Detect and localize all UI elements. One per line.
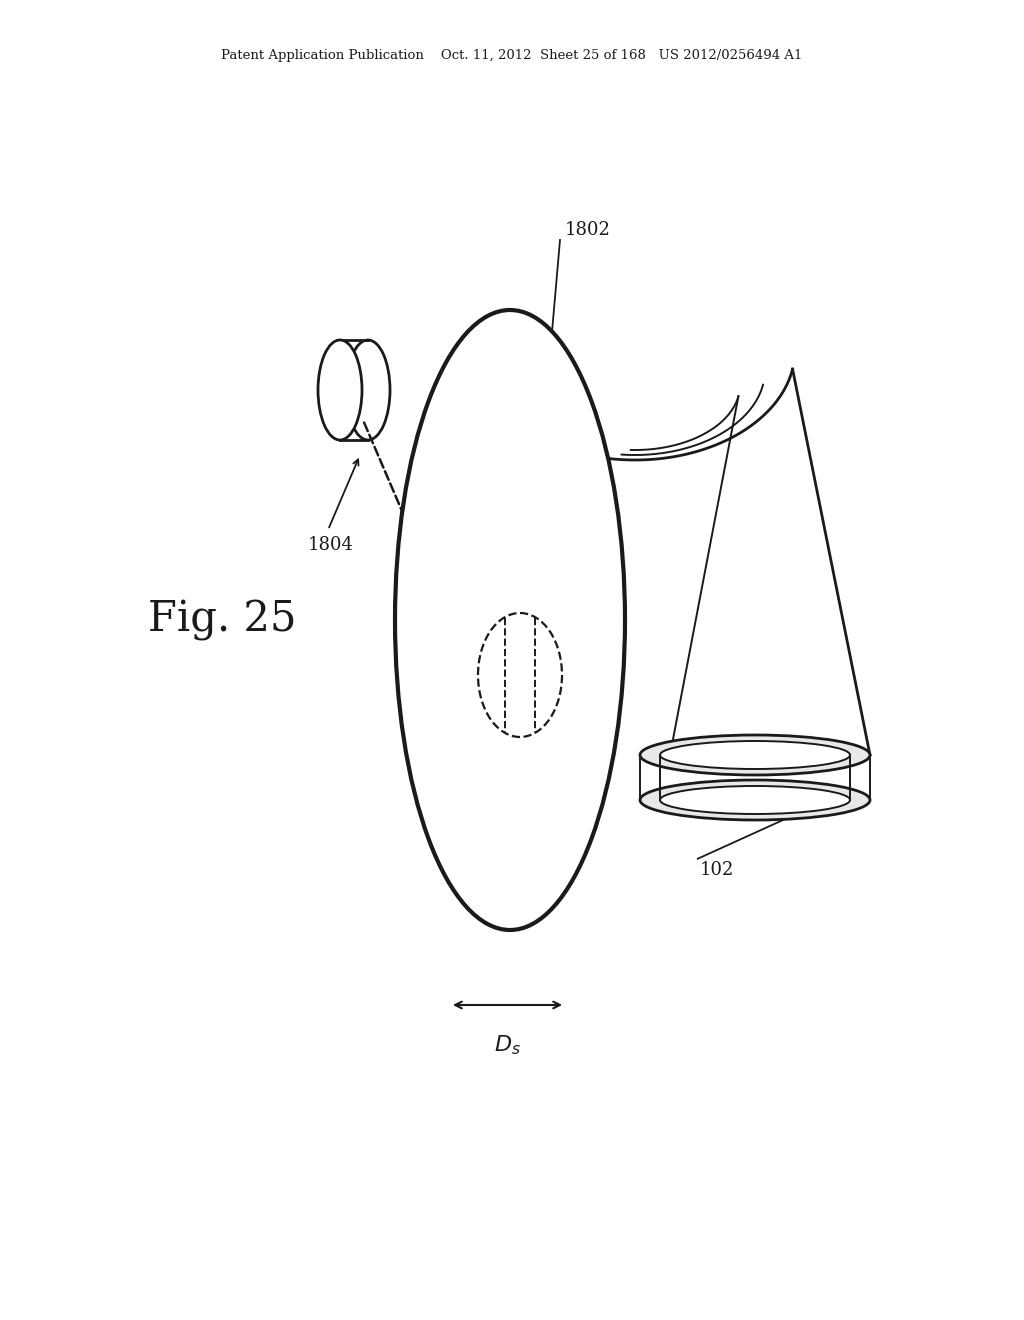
Text: Patent Application Publication    Oct. 11, 2012  Sheet 25 of 168   US 2012/02564: Patent Application Publication Oct. 11, … [221,49,803,62]
Ellipse shape [640,780,870,820]
Ellipse shape [395,310,625,931]
Ellipse shape [660,785,850,814]
Text: 1804: 1804 [308,536,354,554]
Text: 1802: 1802 [565,220,611,239]
Text: 102: 102 [700,861,734,879]
Text: $D_s$: $D_s$ [494,1034,521,1056]
Ellipse shape [660,741,850,770]
Text: Fig. 25: Fig. 25 [148,599,297,642]
Ellipse shape [318,341,362,440]
Ellipse shape [640,735,870,775]
